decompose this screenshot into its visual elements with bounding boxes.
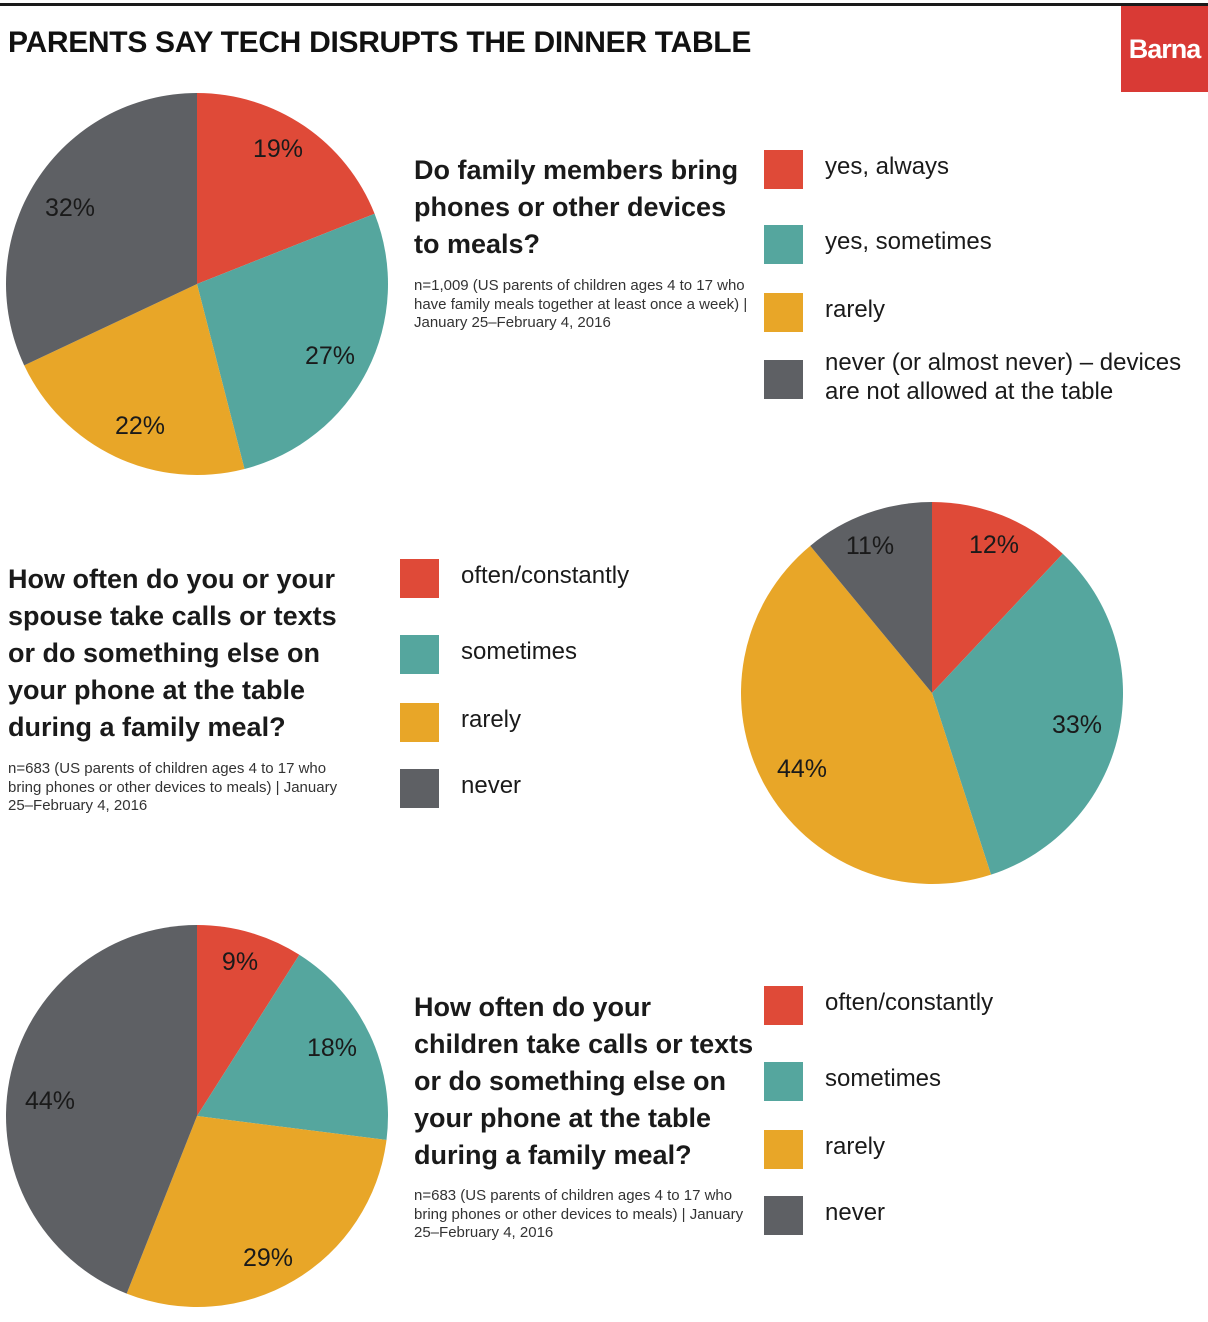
legend-label: often/constantly bbox=[461, 562, 630, 589]
legend-item: yes, sometimes bbox=[764, 225, 992, 264]
slice-label: 12% bbox=[969, 531, 1019, 559]
question-2: How often do you or your spouse take cal… bbox=[8, 564, 337, 742]
legend-swatch-red bbox=[764, 986, 803, 1025]
pie-slice-teal bbox=[932, 553, 1123, 875]
slice-label: 32% bbox=[45, 194, 95, 222]
legend-item: sometimes bbox=[764, 1062, 941, 1101]
pie-slice-teal bbox=[197, 954, 388, 1140]
slice-label: 19% bbox=[253, 135, 303, 163]
legend-label: rarely bbox=[825, 1133, 886, 1160]
pie-chart-children-phone-use: 9% 18% 29% 44% bbox=[5, 925, 388, 1307]
legend-label: never bbox=[461, 772, 522, 799]
slice-label: 44% bbox=[777, 755, 827, 783]
legend-item: rarely bbox=[764, 1130, 885, 1169]
sample-note-3: n=683 (US parents of children ages 4 to … bbox=[414, 1187, 744, 1241]
pie-chart-parent-phone-use: 12% 33% 44% 11% bbox=[741, 502, 1123, 884]
legend-item: never bbox=[764, 1196, 885, 1235]
question-1: Do family members bring phones or other … bbox=[414, 155, 739, 259]
legend-swatch-yellow bbox=[400, 703, 439, 742]
sample-note-1: n=1,009 (US parents of children ages 4 t… bbox=[414, 277, 748, 331]
legend-swatch-gray bbox=[400, 769, 439, 808]
legend-swatch-teal bbox=[764, 1062, 803, 1101]
legend-swatch-gray bbox=[764, 360, 803, 399]
legend-label: sometimes bbox=[461, 638, 578, 665]
pie-slice-yellow bbox=[126, 1116, 387, 1307]
legend-swatch-red bbox=[764, 150, 803, 189]
legend-label: often/constantly bbox=[825, 989, 994, 1016]
slice-label: 29% bbox=[243, 1244, 293, 1272]
legend-swatch-gray bbox=[764, 1196, 803, 1235]
legend-label: yes, sometimes bbox=[825, 228, 992, 255]
pie-slice-red bbox=[932, 502, 1063, 693]
slice-label: 22% bbox=[115, 412, 165, 440]
pie-slice-gray bbox=[5, 93, 197, 366]
legend-label: rarely bbox=[461, 706, 522, 733]
slice-label: 9% bbox=[222, 948, 258, 976]
slice-label: 33% bbox=[1052, 711, 1102, 739]
legend-label: never bbox=[825, 1199, 886, 1226]
pie-slice-teal bbox=[197, 213, 388, 469]
legend-label: never (or almost never) – devices are no… bbox=[825, 349, 1182, 405]
pie-slice-yellow bbox=[24, 284, 245, 475]
legend-swatch-teal bbox=[764, 225, 803, 264]
pie-chart-devices-at-meals: 19% 27% 22% 32% bbox=[5, 93, 388, 475]
page-title: PARENTS SAY TECH DISRUPTS THE DINNER TAB… bbox=[8, 26, 752, 59]
slice-label: 27% bbox=[305, 342, 355, 370]
slice-label: 11% bbox=[846, 532, 894, 560]
pie-slice-gray bbox=[5, 925, 197, 1294]
barna-logo: Barna bbox=[1121, 6, 1208, 92]
slice-label: 18% bbox=[307, 1034, 357, 1062]
legend-label: sometimes bbox=[825, 1065, 942, 1092]
legend-swatch-teal bbox=[400, 635, 439, 674]
pie-slice-red bbox=[197, 93, 375, 284]
legend-item: never bbox=[400, 769, 521, 808]
pie-slice-gray bbox=[810, 502, 932, 693]
legend-item: often/constantly bbox=[764, 986, 993, 1025]
top-rule bbox=[0, 3, 1208, 6]
legend-item: sometimes bbox=[400, 635, 577, 674]
pie-slice-yellow bbox=[741, 545, 992, 884]
legend-label: rarely bbox=[825, 296, 886, 323]
pie-slice-red bbox=[197, 925, 300, 1116]
legend-swatch-red bbox=[400, 559, 439, 598]
legend-swatch-yellow bbox=[764, 293, 803, 332]
legend-swatch-yellow bbox=[764, 1130, 803, 1169]
legend-item: often/constantly bbox=[400, 559, 629, 598]
sample-note-2: n=683 (US parents of children ages 4 to … bbox=[8, 760, 338, 814]
legend-label: yes, always bbox=[825, 153, 950, 180]
legend-item: never (or almost never) – devices are no… bbox=[764, 349, 1205, 406]
slice-label: 44% bbox=[25, 1087, 75, 1115]
question-3: How often do your children take calls or… bbox=[414, 992, 754, 1170]
legend-item: rarely bbox=[764, 293, 885, 332]
legend-item: yes, always bbox=[764, 150, 949, 189]
legend-item: rarely bbox=[400, 703, 521, 742]
